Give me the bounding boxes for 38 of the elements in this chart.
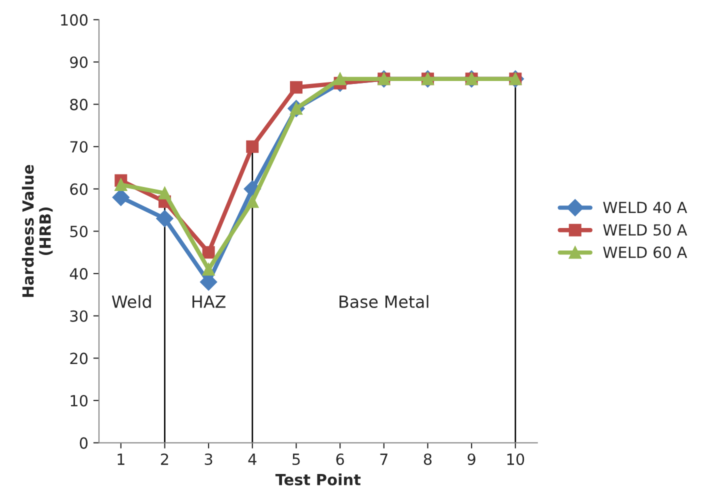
point [156, 210, 174, 228]
annotation: Weld [112, 295, 151, 308]
y-tick-label: 40 [70, 268, 88, 280]
y-tick-label: 10 [70, 394, 88, 407]
point [334, 72, 346, 86]
y-tick-label: 90 [70, 56, 88, 68]
point [246, 140, 259, 153]
x-tick-label: 6 [336, 453, 344, 466]
point [114, 178, 128, 191]
x-tick-label: 4 [248, 454, 256, 465]
point [202, 263, 215, 276]
point [290, 81, 302, 94]
y-tick-label: 100 [61, 14, 88, 26]
y-tick-label: 20 [70, 352, 88, 364]
x-tick-label: 3 [204, 453, 212, 466]
y-tick-label: 70 [70, 141, 88, 153]
x-tick-label: 10 [507, 453, 524, 466]
annotation: HAZ [192, 296, 226, 308]
x-tick-label: 2 [160, 453, 168, 465]
x-tick-label: 8 [424, 453, 432, 466]
x-axis-title: Test Point [275, 474, 361, 486]
legend-label: WELD 50 A [603, 224, 688, 236]
point [246, 195, 259, 208]
y-tick-label: 0 [80, 437, 88, 449]
x-tick-label: 5 [292, 454, 300, 466]
annotation: Base Metal [340, 295, 428, 308]
x-tick-label: 1 [118, 454, 124, 465]
point [202, 246, 215, 259]
y-tick-label: 50 [70, 226, 88, 238]
y-tick-label: 80 [70, 98, 88, 110]
legend-label: WELD 40 A [603, 202, 688, 214]
y-tick-label: 30 [70, 310, 88, 322]
x-tick-label: 9 [468, 453, 476, 466]
y-axis-title: Hardness Value (HRB) [22, 164, 53, 297]
x-tick-label: 7 [380, 454, 388, 465]
legend-label: WELD 60 A [603, 246, 688, 258]
point [158, 186, 171, 200]
y-tick-label: 60 [70, 183, 88, 195]
